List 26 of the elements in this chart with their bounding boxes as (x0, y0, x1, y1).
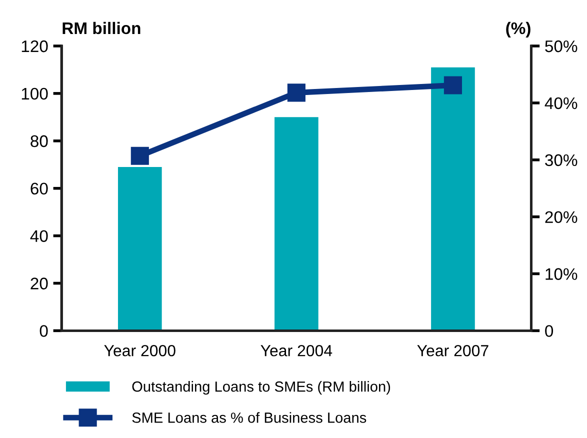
y2-tick-label: 10% (546, 268, 578, 280)
y2-tick-label: 40% (544, 97, 578, 110)
y2-tick-label: 20% (545, 211, 578, 224)
y-tick-label: 0 (40, 325, 48, 337)
bar (118, 166, 162, 331)
y-tick-label: 40 (30, 230, 48, 242)
y2-tick-label: 50% (545, 40, 578, 52)
y-tick-label: 100 (22, 88, 48, 100)
y-tick-label: 20 (30, 278, 48, 290)
point (287, 84, 306, 102)
bar (274, 117, 318, 331)
y2-tick-label: 0 (545, 325, 554, 337)
y-tick-label: 60 (30, 182, 48, 195)
x-tick-label: Year 2007 (417, 345, 488, 356)
y-tick-label: 120 (22, 40, 48, 52)
x-tick-label: Year 2000 (104, 345, 176, 356)
y2-axis-title: (%) (506, 22, 530, 38)
legend-label: SME Loans as % of Business Loans (132, 412, 366, 423)
y2-tick-label: 30% (545, 154, 578, 166)
y-tick-label: 80 (30, 135, 48, 148)
y-axis-title: RM billion (62, 22, 140, 34)
point (130, 146, 149, 165)
bar (431, 67, 475, 331)
legend-label: Outstanding Loans to SMEs (RM billion) (132, 381, 390, 395)
x-tick-label: Year 2004 (260, 345, 332, 356)
point (444, 76, 462, 94)
